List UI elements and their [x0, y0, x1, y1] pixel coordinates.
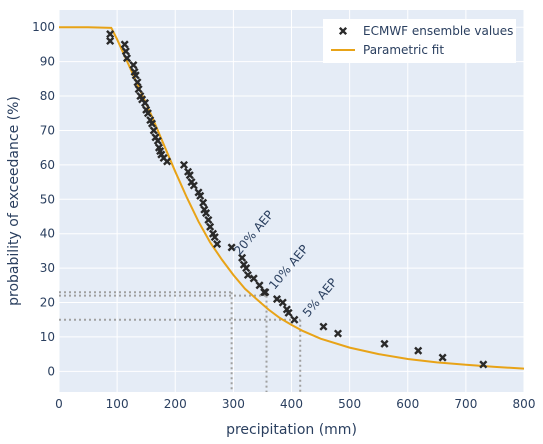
y-tick-label: 100: [32, 20, 55, 34]
x-tick-label: 0: [55, 397, 63, 411]
y-axis-ticks: 0 10 20 30 40 50 60 70 80 90 100: [32, 20, 55, 378]
y-tick-label: 20: [40, 296, 55, 310]
x-tick-label: 600: [396, 397, 419, 411]
data-point: [202, 208, 211, 218]
y-axis-title: probability of exceedance (%): [6, 96, 22, 306]
data-point: [179, 160, 189, 169]
data-point: [106, 30, 115, 39]
data-point: [272, 295, 282, 304]
data-point: [479, 360, 488, 369]
legend-label-fit: Parametric fit: [363, 43, 444, 57]
y-tick-label: 50: [40, 192, 55, 206]
data-point: [140, 98, 150, 107]
data-point: [204, 215, 213, 224]
y-tick-label: 10: [40, 330, 55, 344]
data-point: [153, 136, 162, 145]
data-point: [149, 126, 158, 135]
data-point: [213, 239, 222, 249]
ensemble-points: [106, 30, 488, 369]
legend-marker-ensemble: [338, 26, 348, 36]
data-point: [189, 181, 198, 190]
data-point: [122, 54, 132, 63]
x-tick-label: 300: [222, 397, 245, 411]
x-tick-label: 400: [280, 397, 303, 411]
data-point: [380, 339, 389, 348]
data-point: [414, 346, 423, 355]
x-tick-label: 500: [338, 397, 361, 411]
data-point: [284, 308, 293, 317]
data-point: [438, 353, 447, 362]
y-tick-label: 70: [40, 123, 55, 137]
x-axis-title: precipitation (mm): [226, 422, 357, 438]
aep-guide-lines: [59, 291, 302, 392]
data-point: [163, 157, 172, 166]
data-point: [278, 298, 287, 307]
data-point: [120, 40, 129, 49]
x-tick-label: 700: [454, 397, 477, 411]
data-point: [210, 233, 219, 242]
x-tick-label: 100: [106, 397, 129, 411]
x-axis-ticks: 0 100 200 300 400 500 600 700 800: [55, 397, 535, 411]
data-point: [106, 36, 115, 46]
legend-x-marker: [338, 26, 348, 36]
data-point: [249, 274, 258, 283]
data-point: [333, 329, 343, 338]
legend[interactable]: ECMWF ensemble values Parametric fit: [323, 19, 516, 63]
y-tick-label: 90: [40, 55, 55, 69]
y-tick-label: 60: [40, 158, 55, 172]
data-point: [243, 270, 252, 280]
legend-label-ensemble: ECMWF ensemble values: [363, 24, 513, 38]
data-point: [261, 288, 270, 297]
data-point: [147, 119, 157, 128]
legend-box: [323, 19, 516, 63]
y-tick-label: 0: [47, 364, 55, 378]
data-point: [131, 71, 140, 80]
data-point: [242, 264, 251, 273]
data-point: [133, 78, 142, 87]
data-point: [319, 322, 328, 331]
data-point: [121, 47, 130, 56]
y-tick-label: 40: [40, 227, 55, 241]
data-point: [238, 253, 247, 262]
data-point: [129, 61, 138, 70]
x-tick-label: 200: [164, 397, 187, 411]
data-point: [185, 171, 194, 180]
data-point: [196, 191, 205, 200]
data-point: [206, 222, 215, 231]
data-point: [143, 109, 152, 118]
data-point: [134, 85, 143, 94]
y-tick-label: 30: [40, 261, 55, 275]
data-point: [227, 243, 236, 252]
data-point: [255, 281, 264, 290]
data-point: [290, 315, 299, 324]
y-tick-label: 80: [40, 89, 55, 103]
data-point: [199, 198, 208, 207]
x-tick-label: 800: [513, 397, 536, 411]
